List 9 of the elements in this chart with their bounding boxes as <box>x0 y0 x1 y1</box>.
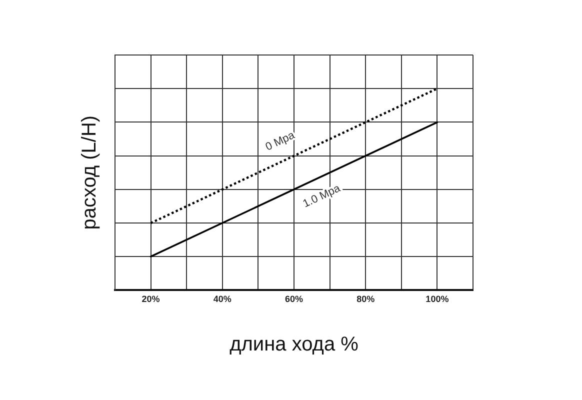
text: 0 Mpa <box>264 129 298 154</box>
x-tick-label: 60% <box>284 294 304 304</box>
x-tick-label: 80% <box>356 294 375 304</box>
x-tick-label: 40% <box>213 294 232 304</box>
x-tick-label: 100% <box>426 294 449 304</box>
x-tick-label: 20% <box>142 294 160 304</box>
text: 1.0 Mpa <box>301 182 344 210</box>
x-axis-title: длина хода % <box>230 334 359 356</box>
y-axis-title: расход (L/H) <box>78 115 101 230</box>
